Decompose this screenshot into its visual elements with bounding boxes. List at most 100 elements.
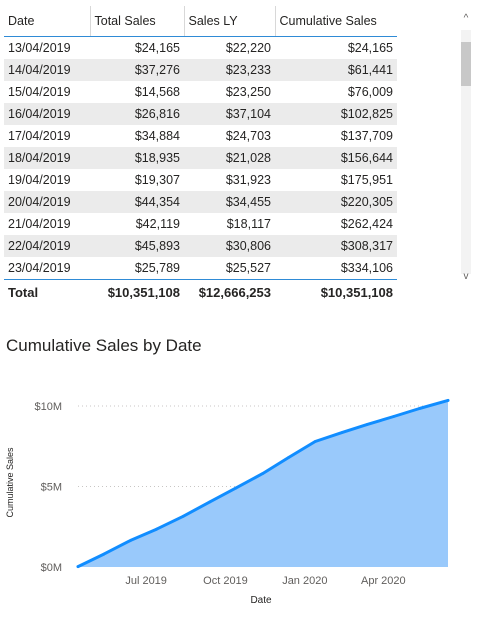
total-sales-total: $10,351,108 [90,279,184,305]
sales-ly-cell: $31,923 [225,173,271,187]
data-point [446,399,450,402]
cumulative-sales-cell: $76,009 [347,85,393,99]
y-tick-label: $10M [34,401,62,413]
date-cell: 15/04/2019 [8,85,71,99]
table-row[interactable]: 17/04/2019 $34,884 $24,703 $137,709 [4,125,397,147]
data-point [418,407,421,410]
data-point [287,456,290,459]
x-tick-label: Oct 2019 [203,575,248,587]
total-sales-cell: $34,884 [134,129,180,143]
table-row[interactable]: 16/04/2019 $26,816 $37,104 $102,825 [4,103,397,125]
sales-ly-cell: $21,028 [184,147,275,169]
column-header-sales-ly[interactable]: Sales LY [183,6,275,37]
chevron-down-icon[interactable]: v [463,271,469,282]
column-header-date[interactable]: Date [4,6,90,37]
table-total-row: Total $10,351,108 $12,666,253 $10,351,10… [4,279,397,305]
chevron-up-icon[interactable]: ^ [463,13,469,24]
cumulative-sales-cell: $24,165 [347,41,393,55]
data-point [313,440,317,443]
data-point [102,552,106,556]
cumulative-sales-cell: $102,825 [275,103,397,125]
sales-ly-cell: $24,703 [225,129,271,143]
series-area [78,400,448,567]
total-sales-cell: $26,816 [90,103,184,125]
data-point [340,431,344,434]
table-row[interactable]: 23/04/2019 $25,789 $25,527 $334,106 [4,257,397,280]
x-axis-title: Date [250,595,272,606]
cumulative-sales-cell: $220,305 [275,191,397,213]
sales-ly-cell: $18,117 [226,217,271,231]
y-tick-label: $5M [41,482,62,494]
sales-ly-cell: $30,806 [184,235,275,257]
data-point [155,527,158,531]
cumulative-sales-total: $10,351,108 [275,279,397,305]
cumulative-sales-cell: $61,441 [275,59,397,81]
date-cell: 23/04/2019 [8,261,71,275]
cumulative-sales-cell: $137,709 [340,129,393,143]
sales-ly-cell: $37,104 [184,103,275,125]
total-sales-cell: $19,307 [134,173,180,187]
data-point [129,539,133,542]
data-point [261,472,264,475]
sales-ly-cell: $25,527 [225,261,271,275]
data-point [234,486,238,490]
table-row[interactable]: 20/04/2019 $44,354 $34,455 $220,305 [4,191,397,213]
y-axis-title: Cumulative Sales [5,447,15,518]
date-cell: 21/04/2019 [8,217,71,231]
vertical-scrollbar[interactable]: ^ v [458,8,474,291]
total-sales-cell: $37,276 [90,59,184,81]
x-tick-label: Jul 2019 [125,575,167,587]
column-header-cumulative-sales[interactable]: Cumulative Sales [274,6,397,37]
sales-ly-cell: $23,250 [225,85,271,99]
cumulative-sales-cell: $308,317 [275,235,397,257]
total-sales-cell: $42,119 [135,217,180,231]
sales-table: Date Total Sales Sales LY Cumulative Sal… [4,6,397,305]
total-sales-cell: $25,789 [134,261,180,275]
table-body: 13/04/2019 $24,165 $22,220 $24,165 14/04/201… [4,37,397,280]
y-tick-label: $0M [41,562,62,574]
date-cell: 22/04/2019 [4,235,90,257]
data-point [76,565,80,568]
date-cell: 18/04/2019 [4,147,90,169]
scroll-thumb[interactable] [461,42,471,86]
table-row[interactable]: 19/04/2019 $19,307 $31,923 $175,951 [4,169,397,191]
table-row[interactable]: 13/04/2019 $24,165 $22,220 $24,165 [4,37,397,60]
date-cell: 17/04/2019 [8,129,71,143]
sales-ly-cell: $22,220 [225,41,271,55]
total-sales-cell: $18,935 [90,147,184,169]
total-label: Total [4,279,90,305]
data-point [181,514,185,518]
table-row[interactable]: 14/04/2019 $37,276 $23,233 $61,441 [4,59,397,81]
cumulative-sales-cell: $175,951 [340,173,393,187]
x-tick-label: Jan 2020 [282,575,327,587]
cumulative-sales-area-chart[interactable]: $0M $5M $10M Jul 2019 Oct 2019 Jan 2020 Apr 20… [0,370,478,620]
column-header-total-sales[interactable]: Total Sales [89,6,184,37]
table-row[interactable]: 18/04/2019 $18,935 $21,028 $156,644 [4,147,397,169]
sales-ly-cell: $23,233 [184,59,275,81]
cumulative-sales-cell: $156,644 [275,147,397,169]
sales-ly-cell: $34,455 [184,191,275,213]
data-point [365,423,369,426]
date-cell: 14/04/2019 [4,59,90,81]
total-sales-cell: $45,893 [90,235,184,257]
cumulative-sales-cell: $334,106 [340,261,393,275]
table-visual: Date Total Sales Sales LY Cumulative Sal… [0,0,478,305]
cumulative-sales-cell: $262,424 [340,217,393,231]
table-row[interactable]: 21/04/2019 $42,119 $18,117 $262,424 [4,213,397,235]
total-sales-cell: $14,568 [134,85,180,99]
date-cell: 19/04/2019 [8,173,71,187]
data-point [392,415,396,418]
x-tick-label: Apr 2020 [361,575,406,587]
scroll-track[interactable] [461,30,471,274]
sales-ly-total: $12,666,253 [184,279,275,305]
chart-title: Cumulative Sales by Date [6,336,202,355]
date-cell: 20/04/2019 [4,191,90,213]
total-sales-cell: $44,354 [90,191,184,213]
date-cell: 13/04/2019 [8,41,71,55]
table-header-row: Date Total Sales Sales LY Cumulative Sal… [4,6,397,37]
table-row[interactable]: 22/04/2019 $45,893 $30,806 $308,317 [4,235,397,257]
data-point [208,500,212,504]
total-sales-cell: $24,165 [134,41,180,55]
date-cell: 16/04/2019 [4,103,90,125]
table-row[interactable]: 15/04/2019 $14,568 $23,250 $76,009 [4,81,397,103]
